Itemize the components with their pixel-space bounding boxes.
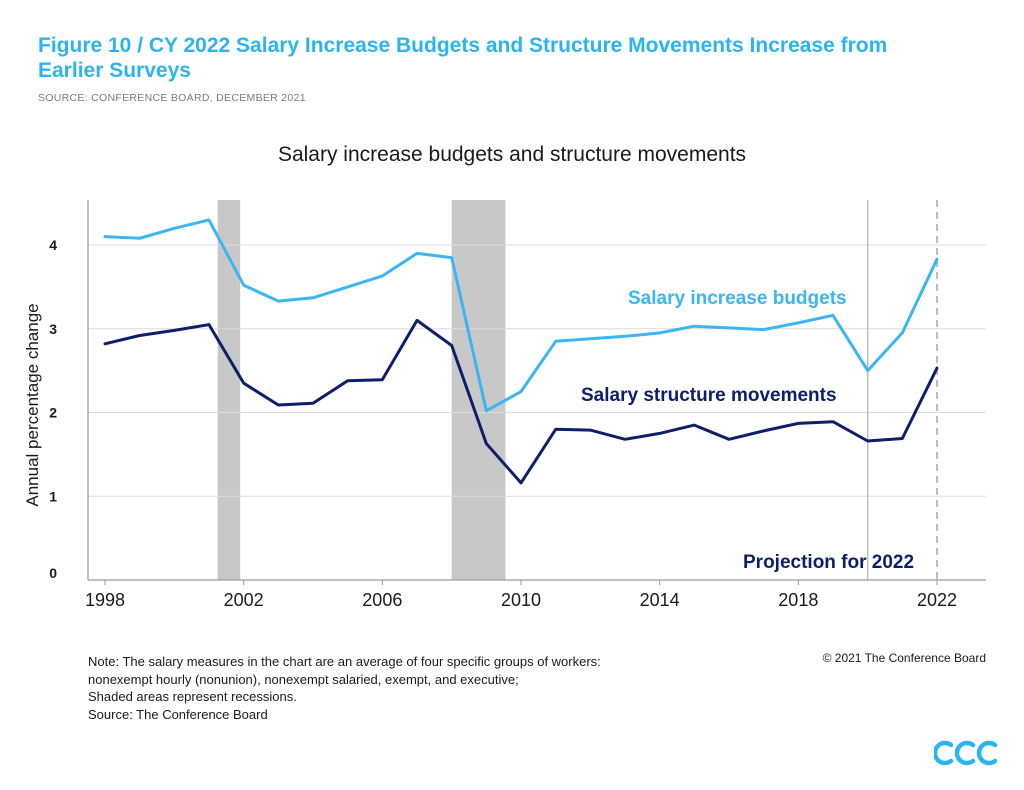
gridlines — [88, 200, 986, 580]
recession-bands — [217, 200, 506, 580]
recession-band — [217, 200, 241, 580]
note-line: nonexempt hourly (nonunion), nonexempt s… — [88, 671, 519, 687]
chart-title: Salary increase budgets and structure mo… — [277, 143, 747, 166]
note-line: Source: The Conference Board — [88, 706, 268, 722]
x-tick-label: 2002 — [224, 590, 264, 610]
series-line-budgets — [103, 218, 939, 413]
series-label-budgets: Salary increase budgets — [628, 288, 847, 309]
chart-labels: Annual percentage change Salary increase… — [23, 288, 914, 573]
copyright: © 2021 The Conference Board — [822, 651, 986, 665]
y-tick-label: 3 — [49, 321, 57, 337]
series-lines — [103, 218, 939, 485]
x-tick-label: 2014 — [640, 590, 680, 610]
y-tick-label: 0 — [49, 565, 57, 581]
ccc-logo-icon — [934, 740, 998, 766]
y-tick-label: 2 — [49, 405, 57, 421]
projection-annotation: Projection for 2022 — [743, 552, 914, 573]
series-label-structure: Salary structure movements — [581, 385, 837, 406]
x-tick-label: 2006 — [362, 590, 402, 610]
x-tick-label: 2022 — [917, 590, 957, 610]
chart-note: Note: The salary measures in the chart a… — [88, 653, 601, 723]
series-line-structure — [103, 318, 939, 485]
x-tick-label: 2018 — [778, 590, 818, 610]
y-tick-label: 4 — [49, 237, 57, 253]
axes: 0 1 2 3 4 1998 2002 2006 2010 2014 2018 2022 — [49, 200, 986, 610]
y-axis-label: Annual percentage change — [23, 303, 42, 506]
recession-band — [451, 200, 506, 580]
x-tick-label: 1998 — [85, 590, 125, 610]
x-tick-label: 2010 — [501, 590, 541, 610]
figure-source: SOURCE: CONFERENCE BOARD, DECEMBER 2021 — [38, 92, 306, 104]
figure-title: Figure 10 / CY 2022 Salary Increase Budg… — [38, 34, 888, 82]
y-tick-label: 1 — [49, 488, 57, 504]
note-line: Shaded areas represent recessions. — [88, 689, 297, 704]
line-chart: 0 1 2 3 4 1998 2002 2006 2010 2014 2018 2022 Annual… — [23, 200, 986, 610]
note-line: Note: The salary measures in the chart a… — [88, 654, 601, 669]
